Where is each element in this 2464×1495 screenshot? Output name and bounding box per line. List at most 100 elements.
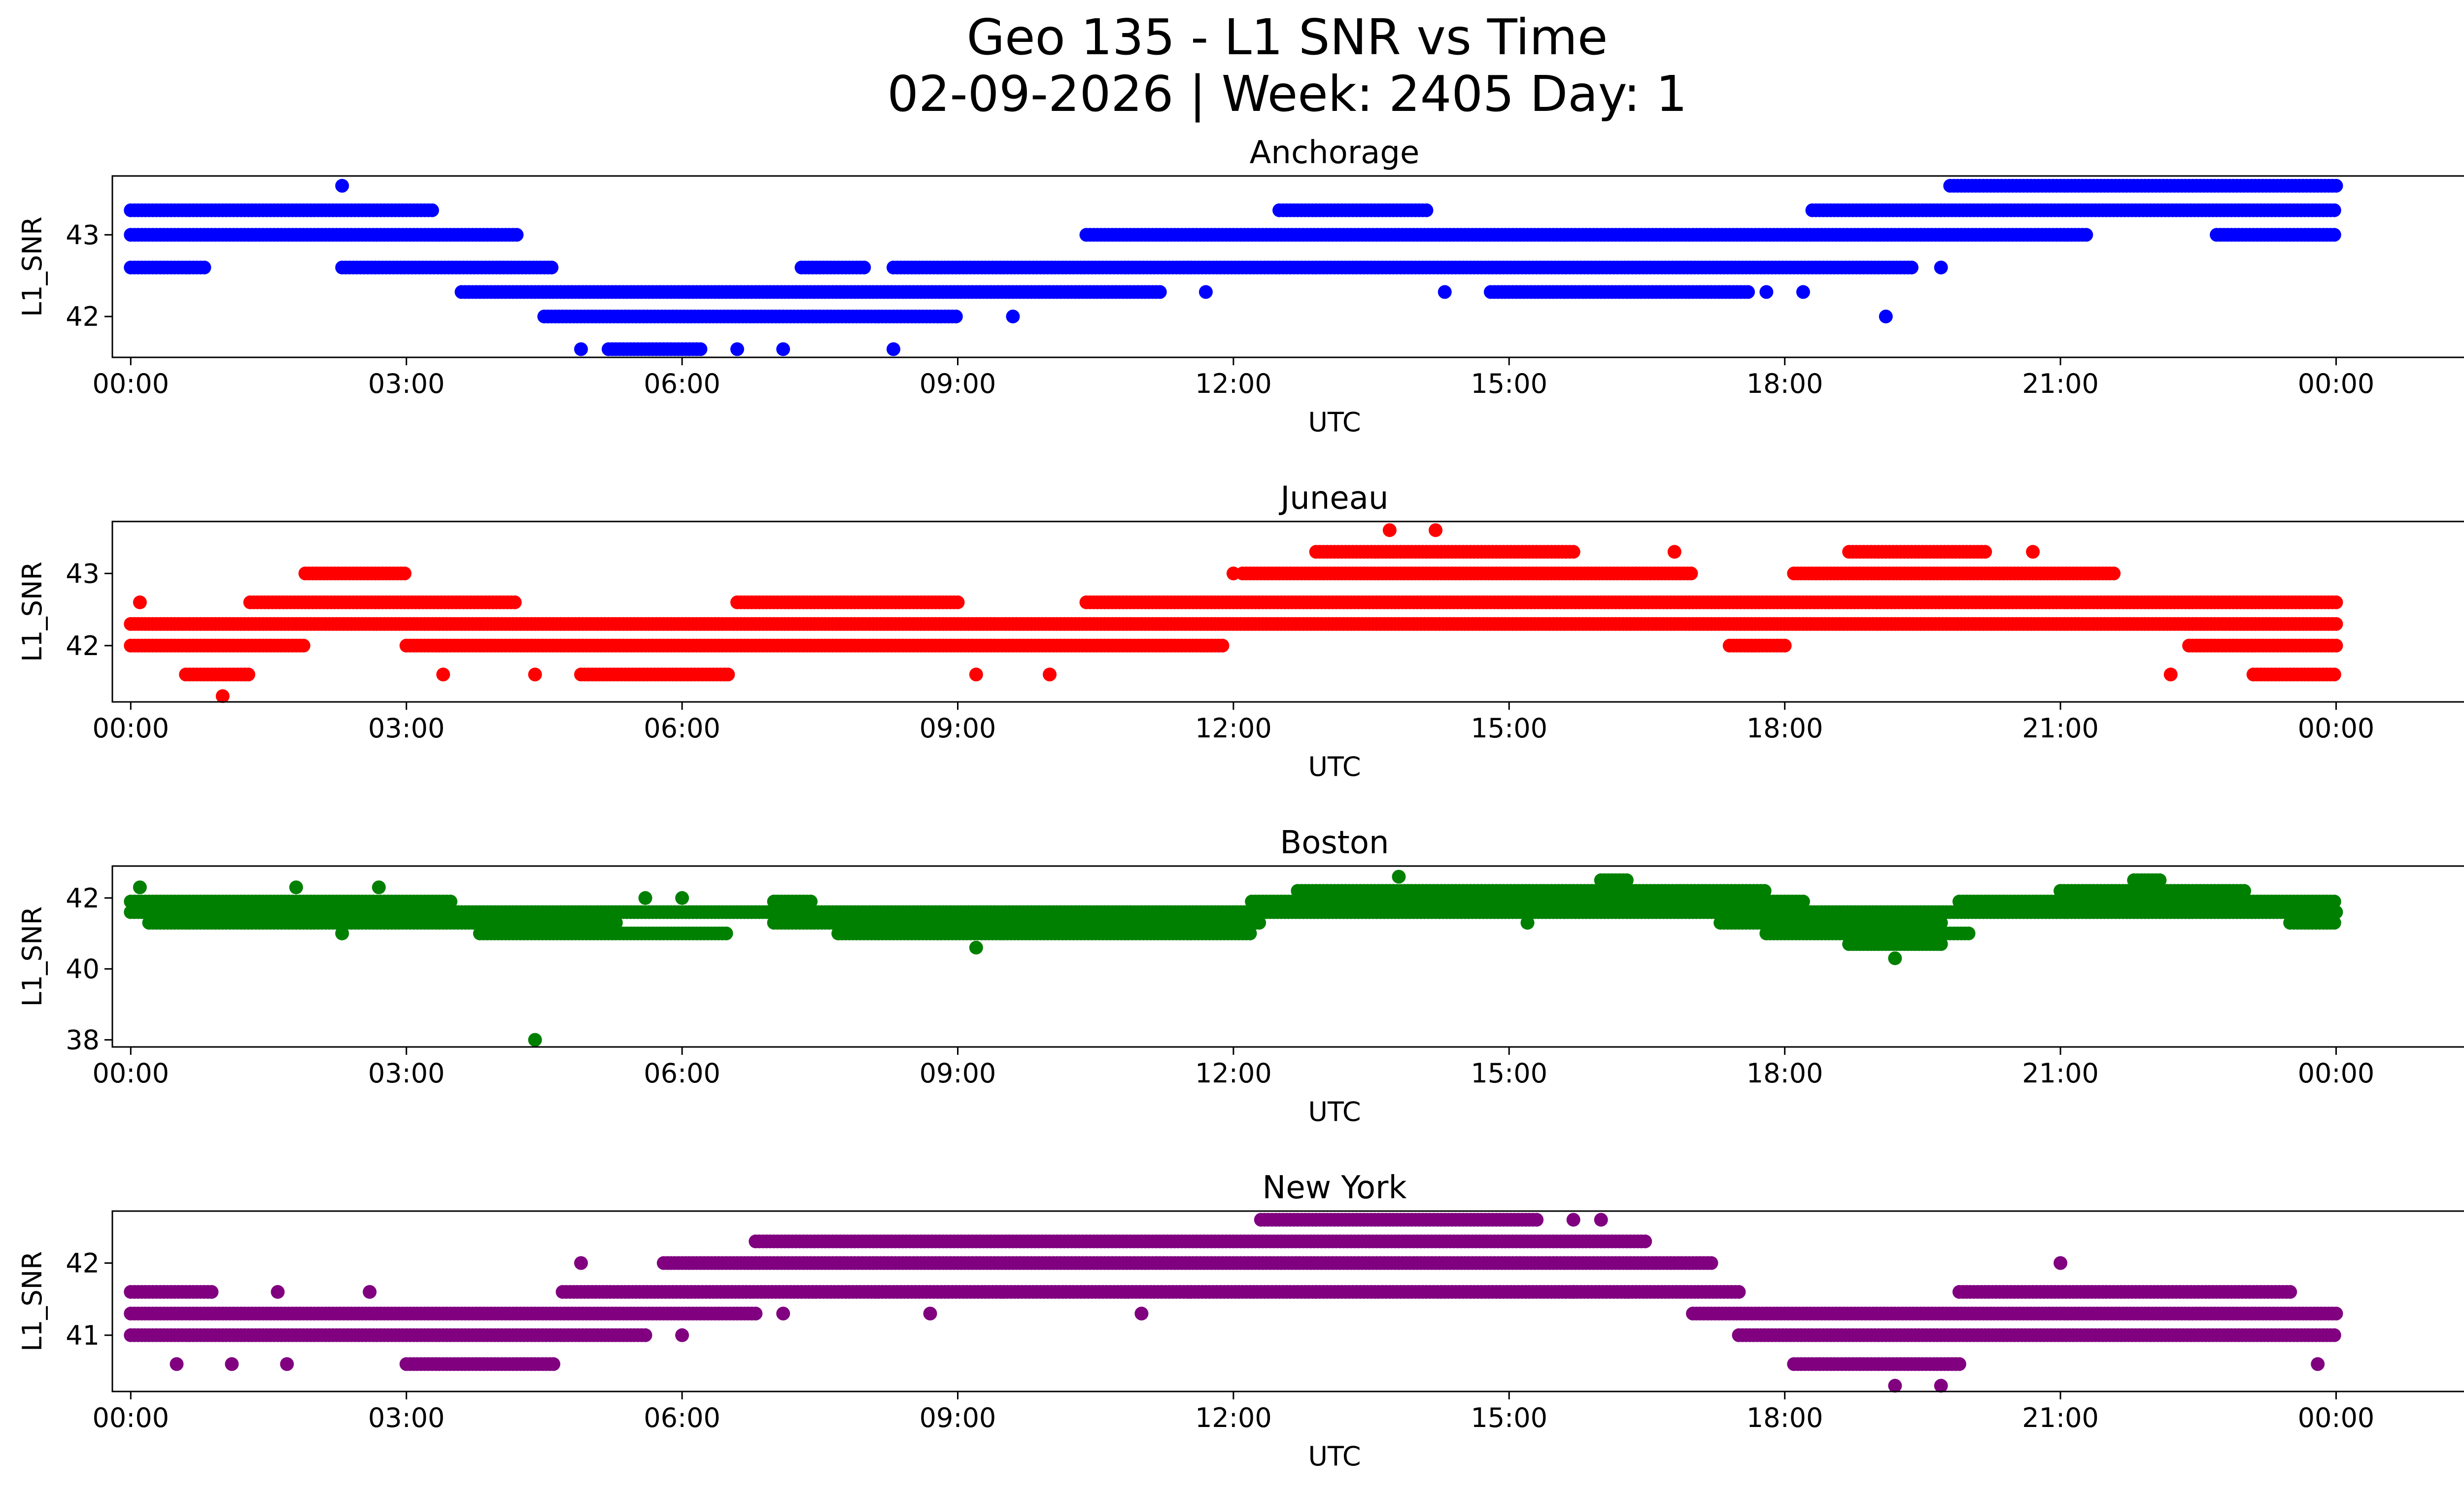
x-tick-label: 06:00 bbox=[644, 368, 720, 399]
data-point bbox=[1252, 916, 1266, 930]
data-point bbox=[1043, 667, 1057, 682]
x-tick-label: 15:00 bbox=[1471, 713, 1547, 744]
x-tick-label: 03:00 bbox=[368, 368, 445, 399]
x-tick-label: 09:00 bbox=[920, 713, 996, 744]
data-point bbox=[951, 595, 965, 609]
data-point bbox=[2329, 178, 2343, 193]
data-point bbox=[776, 342, 790, 356]
data-point bbox=[887, 342, 900, 356]
data-point bbox=[574, 342, 588, 356]
data-point bbox=[398, 566, 411, 581]
figure-title-line2: 02-09-2026 | Week: 2405 Day: 1 bbox=[887, 65, 1687, 123]
data-point bbox=[133, 595, 147, 609]
data-point bbox=[1429, 523, 1443, 537]
data-point bbox=[721, 667, 735, 682]
data-point bbox=[857, 260, 871, 275]
data-point bbox=[436, 667, 450, 682]
x-tick-label: 18:00 bbox=[1746, 368, 1823, 399]
data-point bbox=[528, 667, 542, 682]
anchorage-title: Anchorage bbox=[1250, 135, 1420, 171]
data-point bbox=[969, 667, 983, 682]
x-tick-label: 12:00 bbox=[1195, 713, 1272, 744]
x-tick-label: 03:00 bbox=[368, 713, 445, 744]
data-point bbox=[2327, 228, 2341, 242]
juneau-x-axis-label: UTC bbox=[1308, 751, 1361, 782]
x-tick-label: 12:00 bbox=[1195, 368, 1272, 399]
data-point bbox=[296, 638, 310, 653]
data-point bbox=[425, 203, 439, 217]
panels: 00:00 03:00 06:00 09:00 12:00 15:00 18:00 21:00… bbox=[17, 135, 2464, 1472]
y-tick-label: 43 bbox=[66, 219, 100, 250]
x-tick-label: 18:00 bbox=[1746, 713, 1823, 744]
data-point bbox=[1419, 203, 1434, 217]
x-tick-label: 00:00 bbox=[92, 368, 169, 399]
data-point bbox=[215, 689, 230, 703]
data-point bbox=[2237, 884, 2251, 898]
data-point bbox=[2079, 228, 2093, 242]
anchorage-points bbox=[124, 178, 2343, 356]
data-point bbox=[2327, 916, 2341, 930]
data-point bbox=[2329, 638, 2343, 653]
data-point bbox=[804, 895, 818, 908]
data-point bbox=[1934, 260, 1948, 275]
data-point bbox=[1905, 260, 1918, 275]
data-point bbox=[1667, 545, 1681, 559]
figure-title-line1: Geo 135 - L1 SNR vs Time bbox=[967, 8, 1608, 66]
data-point bbox=[508, 595, 522, 609]
x-tick-label: 00:00 bbox=[2298, 368, 2375, 399]
data-point bbox=[1879, 310, 1893, 324]
data-point bbox=[1215, 638, 1230, 653]
data-point bbox=[1382, 523, 1397, 537]
data-point bbox=[545, 260, 559, 275]
data-point bbox=[2327, 667, 2341, 682]
data-point bbox=[693, 342, 708, 356]
data-point bbox=[1759, 285, 1774, 299]
data-point bbox=[2026, 545, 2040, 559]
x-tick-label: 09:00 bbox=[920, 368, 996, 399]
panel-anchorage: 00:00 03:00 06:00 09:00 12:00 15:00 18:00 21:00… bbox=[17, 135, 2464, 438]
x-tick-label: 21:00 bbox=[2022, 368, 2099, 399]
data-point bbox=[2107, 566, 2121, 581]
data-point bbox=[2327, 203, 2341, 217]
y-tick-label: 42 bbox=[66, 301, 100, 332]
juneau-points bbox=[124, 523, 2343, 703]
data-point bbox=[197, 260, 211, 275]
data-point bbox=[444, 895, 458, 908]
data-point bbox=[730, 342, 744, 356]
anchorage-axes-frame bbox=[111, 175, 2464, 358]
data-point bbox=[2163, 667, 2178, 682]
data-point bbox=[510, 228, 524, 242]
data-point bbox=[1796, 285, 1810, 299]
data-point bbox=[241, 667, 255, 682]
data-point bbox=[1566, 545, 1580, 559]
data-point bbox=[1153, 285, 1167, 299]
data-point bbox=[2329, 595, 2343, 609]
x-tick-label: 21:00 bbox=[2022, 713, 2099, 744]
x-tick-label: 15:00 bbox=[1471, 368, 1547, 399]
data-point bbox=[1978, 545, 1992, 559]
data-point bbox=[1437, 285, 1452, 299]
data-point bbox=[1684, 566, 1698, 581]
anchorage-x-axis-label: UTC bbox=[1308, 407, 1361, 438]
panel-juneau: 00:00 03:00 06:00 09:00 12:00 15:00 18:00 21:00… bbox=[17, 480, 2464, 782]
juneau-y-axis-label: L1_SNR bbox=[17, 561, 48, 662]
x-tick-label: 00:00 bbox=[92, 713, 169, 744]
x-tick-label: 06:00 bbox=[644, 713, 720, 744]
data-point bbox=[1006, 310, 1020, 324]
data-point bbox=[1226, 566, 1240, 581]
anchorage-y-axis-label: L1_SNR bbox=[17, 216, 48, 317]
data-point bbox=[1741, 285, 1755, 299]
y-tick-label: 42 bbox=[66, 630, 100, 661]
data-point bbox=[1757, 884, 1772, 898]
data-point bbox=[1796, 895, 1810, 908]
y-tick-label: 43 bbox=[66, 558, 100, 589]
data-point bbox=[2329, 617, 2343, 631]
data-point bbox=[949, 310, 963, 324]
data-point bbox=[335, 178, 349, 193]
data-point bbox=[1778, 638, 1792, 653]
data-point bbox=[1198, 285, 1213, 299]
x-tick-label: 00:00 bbox=[2298, 713, 2375, 744]
data-point bbox=[2327, 895, 2341, 908]
